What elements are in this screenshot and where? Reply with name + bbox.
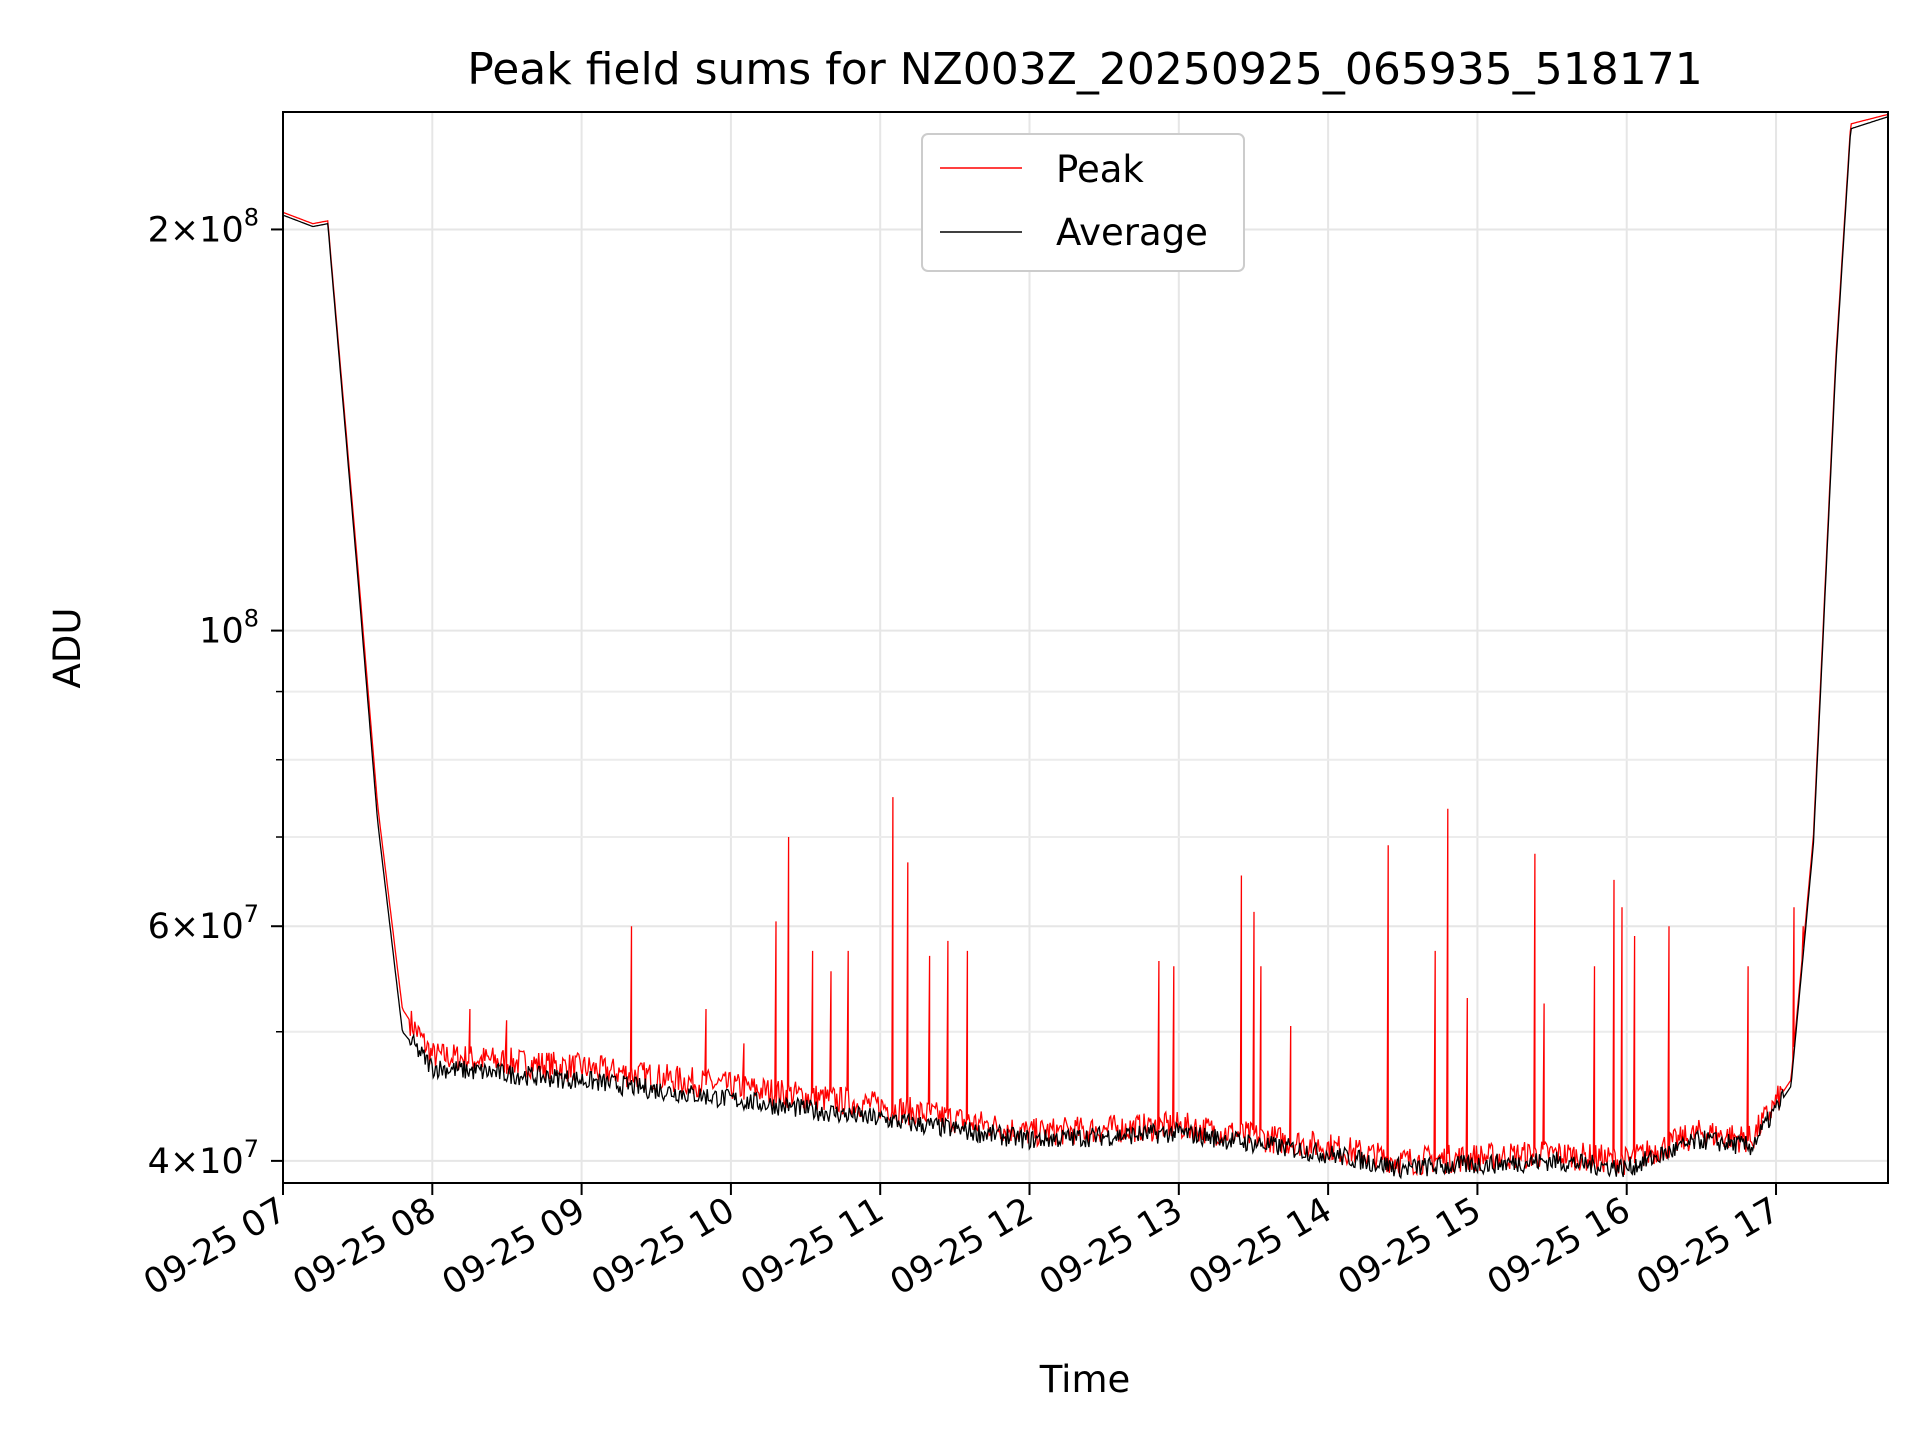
legend: Peak Average	[921, 133, 1245, 272]
chart-title: Peak field sums for NZ003Z_20250925_0659…	[467, 44, 1703, 95]
y-tick-label: 2×108	[148, 203, 259, 250]
y-tick-label: 4×107	[148, 1135, 259, 1182]
y-tick-label: 6×107	[148, 900, 259, 947]
series-average-line	[282, 116, 1889, 1180]
legend-peak-label: Peak	[1056, 148, 1144, 191]
series-layer	[282, 113, 1889, 1180]
y-tick-label: 108	[199, 605, 259, 652]
legend-average-label: Average	[1056, 211, 1208, 254]
y-axis-label: ADU	[46, 608, 89, 689]
x-axis-label: Time	[1039, 1358, 1131, 1401]
plot-frame	[282, 111, 1889, 1184]
